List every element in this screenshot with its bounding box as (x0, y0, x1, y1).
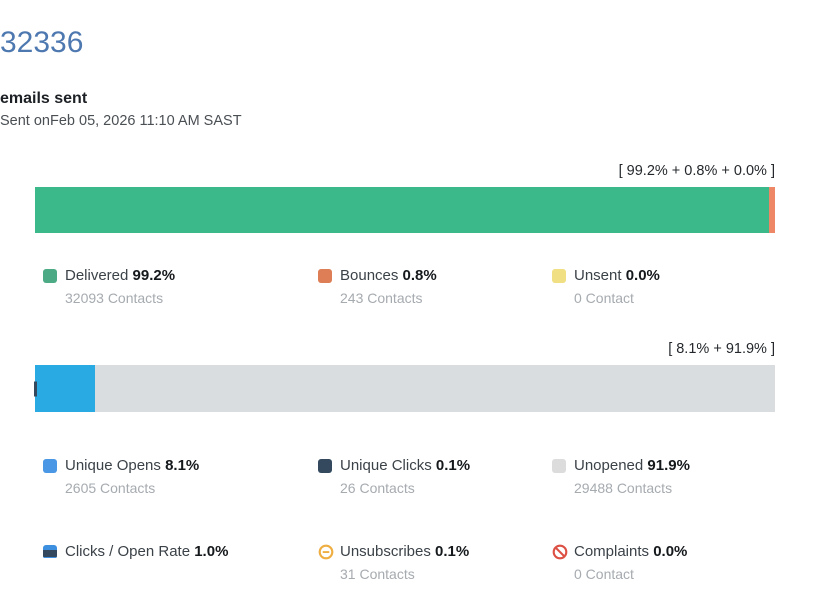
prohibited-icon (552, 544, 568, 560)
legend-percent: 0.8% (402, 267, 437, 284)
minus-circle-icon (318, 544, 334, 560)
stat-percent: 0.0% (653, 543, 688, 560)
legend-percent: 91.9% (647, 457, 690, 474)
unopened-swatch-icon (552, 458, 566, 473)
stat-label: Complaints (574, 543, 650, 560)
bar-segment-delivered (35, 187, 770, 233)
delivery-bar (35, 187, 775, 233)
legend-percent: 99.2% (132, 267, 176, 284)
legend-contacts: 2605 Contacts (65, 480, 156, 496)
stat-contacts: 31 Contacts (340, 566, 415, 582)
total-emails-count: 32336 (0, 26, 84, 59)
legend-unique-opens: Unique Opens 8.1% 2605 Contacts (43, 457, 199, 496)
legend-label: Unique Clicks (340, 457, 432, 474)
legend-contacts: 243 Contacts (340, 290, 423, 306)
legend-percent: 8.1% (165, 457, 200, 474)
sent-timestamp: Sent onFeb 05, 2026 11:10 AM SAST (0, 113, 242, 129)
unique-opens-swatch-icon (43, 458, 57, 473)
legend-unopened: Unopened 91.9% 29488 Contacts (552, 457, 690, 496)
legend-contacts: 0 Contact (574, 290, 634, 306)
legend-label: Unopened (574, 457, 644, 474)
emails-sent-subtitle: emails sent (0, 90, 88, 107)
legend-contacts: 26 Contacts (340, 480, 415, 496)
legend-label: Unsent (574, 267, 622, 284)
bar-segment-bounces (769, 187, 775, 233)
clicks-open-rate-icon (43, 544, 57, 559)
bounces-swatch-icon (318, 268, 332, 283)
delivered-swatch-icon (43, 268, 57, 283)
legend-delivered: Delivered 99.2% 32093 Contacts (43, 267, 175, 306)
stat-percent: 1.0% (194, 543, 229, 560)
unique-clicks-swatch-icon (318, 458, 332, 473)
legend-percent: 0.1% (435, 457, 471, 474)
opens-bar-label: [ 8.1% + 91.9% ] (668, 341, 775, 357)
legend-label: Bounces (340, 267, 399, 284)
legend-contacts: 32093 Contacts (65, 290, 164, 306)
legend-bounces: Bounces 0.8% 243 Contacts (318, 267, 437, 306)
legend-unique-clicks: Unique Clicks 0.1% 26 Contacts (318, 457, 470, 496)
delivery-bar-label: [ 99.2% + 0.8% + 0.0% ] (618, 163, 775, 179)
legend-label: Delivered (65, 267, 129, 284)
legend-percent: 0.0% (625, 267, 660, 284)
legend-unsent: Unsent 0.0% 0 Contact (552, 267, 660, 306)
bar-segment-unique-clicks (34, 381, 37, 396)
stat-complaints: Complaints 0.0% 0 Contact (552, 543, 687, 582)
stat-label: Unsubscribes (340, 543, 431, 560)
stat-clicks-open-rate: Clicks / Open Rate 1.0% (43, 543, 228, 560)
stat-label: Clicks / Open Rate (65, 543, 191, 560)
stat-percent: 0.1% (435, 543, 470, 560)
bar-segment-unopened (94, 365, 775, 412)
unsent-swatch-icon (552, 268, 566, 283)
stat-contacts: 0 Contact (574, 566, 634, 582)
legend-contacts: 29488 Contacts (574, 480, 673, 496)
opens-bar (34, 365, 775, 412)
stat-unsubscribes: Unsubscribes 0.1% 31 Contacts (318, 543, 469, 582)
legend-label: Unique Opens (65, 457, 161, 474)
bar-segment-unique-opens (35, 365, 95, 412)
